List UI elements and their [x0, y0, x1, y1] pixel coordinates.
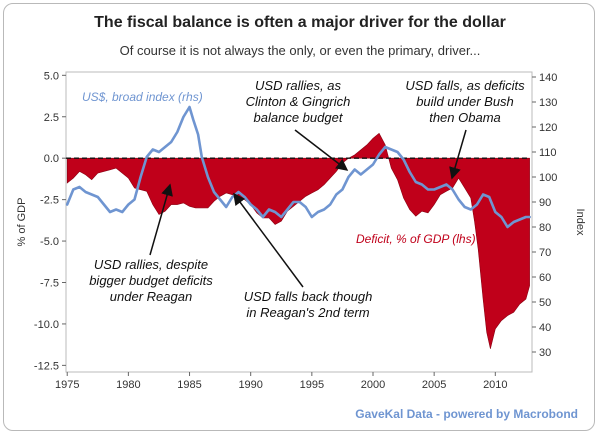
x-tick-label: 1980 — [116, 379, 140, 391]
annotation-reagan-fall-line1: USD falls back though — [244, 289, 373, 304]
usd-layer — [65, 105, 531, 229]
annotation-bush-obama-line1: USD falls, as deficits — [405, 78, 525, 93]
right-tick-label: 120 — [539, 122, 557, 134]
right-tick-label: 80 — [539, 222, 551, 234]
left-axis-ticks: 5.0 2.5 0.0 -2.5 -5.0 -7.5 -10.0 -12.5 — [34, 70, 66, 372]
annotation-reagan-fall: USD falls back though in Reagan's 2nd te… — [233, 192, 373, 320]
annotation-reagan-rally-line2: bigger budget deficits — [89, 273, 213, 288]
x-tick-label: 1985 — [177, 379, 201, 391]
source-note: GaveKal Data - powered by Macrobond — [355, 407, 578, 421]
annotation-reagan-rally-arrow — [149, 183, 173, 256]
right-tick-label: 110 — [539, 147, 557, 159]
left-tick-label: -12.5 — [34, 360, 59, 372]
annotation-clinton-line3: balance budget — [254, 110, 344, 125]
annotation-reagan-rally-line1: USD rallies, despite — [94, 257, 208, 272]
chart-subtitle: Of course it is not always the only, or … — [120, 43, 481, 58]
left-tick-label: -5.0 — [40, 236, 59, 248]
x-tick-label: 1990 — [238, 379, 262, 391]
right-axis-ticks: 140 130 120 110 100 90 80 70 60 50 40 30 — [532, 72, 557, 359]
legend-usd: US$, broad index (rhs) — [82, 90, 203, 104]
plot-area — [65, 71, 533, 373]
annotation-reagan-rally-line3: under Reagan — [110, 289, 192, 304]
left-tick-label: -10.0 — [34, 319, 59, 331]
annotation-bush-obama-line2: build under Bush — [416, 94, 514, 109]
chart-title: The fiscal balance is often a major driv… — [94, 14, 506, 31]
annotation-bush-obama-arrow — [449, 129, 467, 180]
x-tick-label: 1975 — [55, 379, 79, 391]
right-tick-label: 130 — [539, 97, 557, 109]
right-tick-label: 70 — [539, 247, 551, 259]
annotation-clinton-line1: USD rallies, as — [255, 78, 341, 93]
right-axis-title: Index — [574, 209, 586, 236]
annotation-reagan-fall-line2: in Reagan's 2nd term — [246, 305, 369, 320]
right-tick-label: 40 — [539, 322, 551, 334]
legend-deficit: Deficit, % of GDP (lhs) — [356, 232, 476, 246]
left-axis-title: % of GDP — [16, 198, 28, 247]
left-tick-label: -2.5 — [40, 195, 59, 207]
annotation-reagan-fall-arrow — [233, 192, 304, 288]
annotation-clinton-line2: Clinton & Gingrich — [246, 94, 351, 109]
annotation-bush-obama-line3: then Obama — [429, 110, 501, 125]
plot-border — [65, 71, 533, 373]
annotation-bush-obama: USD falls, as deficits build under Bush … — [405, 78, 525, 180]
right-tick-label: 30 — [539, 347, 551, 359]
left-tick-label: -7.5 — [40, 277, 59, 289]
annotation-clinton-arrow — [294, 129, 349, 171]
left-tick-label: 0.0 — [44, 153, 59, 165]
right-tick-label: 100 — [539, 172, 557, 184]
right-tick-label: 140 — [539, 72, 557, 84]
x-tick-label: 2010 — [483, 379, 507, 391]
annotation-reagan-rally: USD rallies, despite bigger budget defic… — [89, 183, 213, 304]
left-tick-label: 5.0 — [44, 70, 59, 82]
x-axis-ticks: 1975 1980 1985 1990 1995 2000 2005 2010 — [55, 372, 508, 391]
x-tick-label: 2005 — [422, 379, 446, 391]
x-tick-label: 2000 — [361, 379, 385, 391]
right-tick-label: 50 — [539, 297, 551, 309]
x-tick-label: 1995 — [300, 379, 324, 391]
annotation-clinton: USD rallies, as Clinton & Gingrich balan… — [246, 78, 351, 171]
left-tick-label: 2.5 — [44, 112, 59, 124]
usd-index-series-line — [65, 105, 531, 229]
right-tick-label: 90 — [539, 197, 551, 209]
right-tick-label: 60 — [539, 272, 551, 284]
